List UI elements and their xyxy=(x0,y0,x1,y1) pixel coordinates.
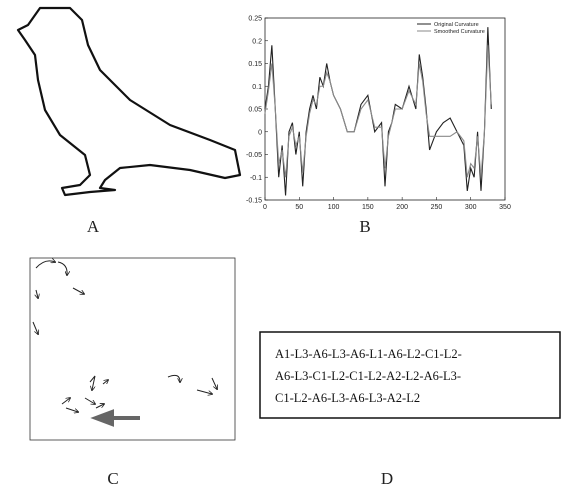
sequence-line: C1-L2-A6-L3-A6-L3-A2-L2 xyxy=(275,391,420,405)
panel-label: D xyxy=(381,469,393,486)
x-tick-label: 150 xyxy=(362,204,374,211)
sequence-box xyxy=(259,331,561,419)
y-tick-label: -0.15 xyxy=(246,198,262,205)
x-tick-label: 0 xyxy=(263,204,267,211)
stroke-arrows xyxy=(32,261,217,412)
y-tick-label: 0 xyxy=(258,129,262,136)
y-tick-label: -0.1 xyxy=(250,175,262,182)
y-tick-label: -0.05 xyxy=(246,152,262,159)
sequence-line: A6-L3-C1-L2-C1-L2-A2-L2-A6-L3- xyxy=(275,369,461,383)
x-tick-label: 250 xyxy=(431,204,443,211)
series-line xyxy=(264,27,492,196)
x-tick-label: 50 xyxy=(295,204,303,211)
legend-label: Original Curvature xyxy=(434,22,479,28)
y-tick-label: 0.05 xyxy=(248,107,262,114)
panel-label: A xyxy=(87,217,100,236)
series-line xyxy=(264,45,492,178)
bird-outline xyxy=(16,6,242,197)
x-tick-label: 100 xyxy=(328,204,340,211)
x-tick-label: 350 xyxy=(499,204,511,211)
plot-frame xyxy=(264,17,506,201)
y-tick-label: 0.25 xyxy=(248,16,262,23)
panel-label: B xyxy=(359,217,370,236)
panel-label: C xyxy=(107,469,118,486)
highlight-arrow xyxy=(90,409,140,427)
x-tick-label: 300 xyxy=(465,204,477,211)
y-tick-label: 0.2 xyxy=(252,38,262,45)
y-tick-label: 0.1 xyxy=(252,84,262,91)
legend-label: Smoothed Curvature xyxy=(434,29,485,35)
x-tick-label: 200 xyxy=(396,204,408,211)
y-tick-label: 0.15 xyxy=(248,61,262,68)
panel-c-frame xyxy=(29,257,236,441)
sequence-line: A1-L3-A6-L3-A6-L1-A6-L2-C1-L2- xyxy=(275,347,462,361)
